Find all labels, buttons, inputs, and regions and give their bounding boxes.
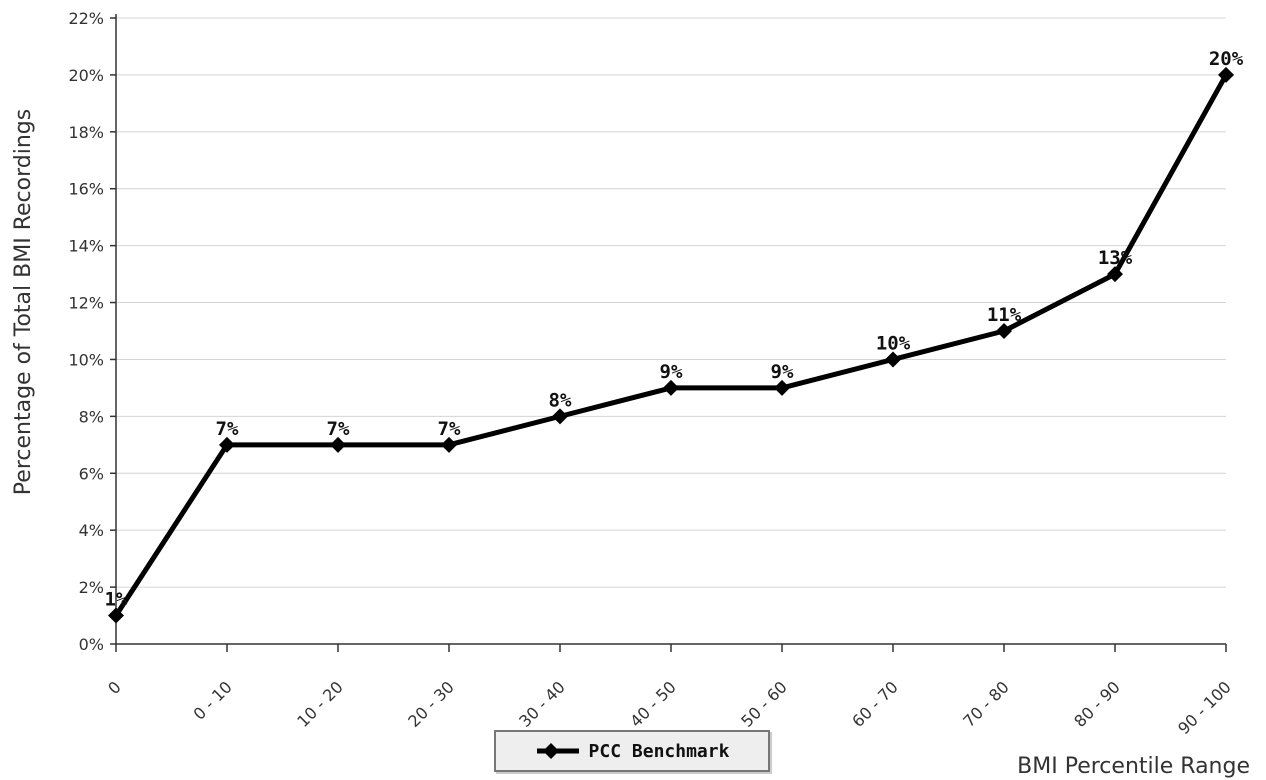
data-label: 7%	[438, 418, 461, 440]
x-tick-label: 10 - 20	[293, 677, 347, 731]
data-point	[330, 436, 346, 453]
x-tick-label: 20 - 30	[404, 677, 458, 731]
legend: PCC Benchmark	[494, 730, 770, 772]
x-tick-label: 90 - 100	[1174, 677, 1235, 738]
y-tick-label: 20%	[68, 66, 104, 85]
y-tick-label: 16%	[68, 180, 104, 199]
y-tick-label: 2%	[79, 578, 104, 597]
data-label: 13%	[1098, 247, 1133, 269]
x-tick-label: 40 - 50	[626, 677, 680, 731]
data-label: 7%	[216, 418, 239, 440]
data-point	[885, 351, 901, 368]
data-label: 20%	[1209, 48, 1244, 70]
data-label: 7%	[327, 418, 350, 440]
x-tick-label: 80 - 90	[1070, 677, 1124, 731]
data-point	[441, 436, 457, 453]
y-tick-label: 0%	[79, 635, 104, 654]
y-tick-label: 6%	[79, 464, 104, 483]
y-tick-label: 18%	[68, 123, 104, 142]
y-tick-label: 4%	[79, 521, 104, 540]
x-tick-label: 70 - 80	[959, 677, 1013, 731]
data-point	[108, 607, 124, 624]
data-point	[774, 379, 790, 396]
x-tick-label: 0 - 10	[190, 677, 236, 723]
y-tick-labels: 0% 2% 4% 6% 8% 10% 12% 14% 16% 18% 20% 22%	[68, 9, 104, 654]
data-point	[663, 379, 679, 396]
data-label: 10%	[876, 332, 911, 354]
data-label: 8%	[549, 389, 572, 411]
data-point	[552, 408, 568, 425]
data-label: 9%	[771, 361, 794, 383]
series-pcc-benchmark	[108, 66, 1234, 624]
data-point	[219, 436, 235, 453]
data-label: 11%	[987, 304, 1022, 326]
x-tick-label: 0	[104, 677, 125, 698]
series-line	[113, 73, 1229, 617]
axes	[110, 14, 1227, 652]
y-tick-label: 14%	[68, 237, 104, 256]
x-tick-label: 60 - 70	[848, 677, 902, 731]
y-tick-label: 12%	[68, 294, 104, 313]
y-tick-label: 22%	[68, 9, 104, 28]
data-point	[1107, 266, 1123, 283]
data-point	[996, 323, 1012, 339]
data-label: 1%	[105, 589, 128, 611]
legend-diamond-icon	[536, 743, 579, 759]
data-labels: 1% 7% 7% 7% 8% 9% 9% 10% 11% 13% 20%	[105, 48, 1244, 611]
x-tick-labels: 0 0 - 10 10 - 20 20 - 30 30 - 40 40 - 50 50 - …	[104, 677, 1235, 738]
data-label: 9%	[660, 361, 683, 383]
gridlines	[116, 17, 1226, 588]
x-tick-label: 30 - 40	[515, 677, 569, 731]
data-point	[1218, 66, 1234, 83]
y-tick-label: 10%	[68, 350, 104, 369]
x-axis-title: BMI Percentile Range	[1017, 754, 1250, 779]
y-tick-label: 8%	[79, 407, 104, 426]
x-tick-label: 50 - 60	[737, 677, 791, 731]
y-axis-title: Percentage of Total BMI Recordings	[11, 109, 36, 495]
legend-label: PCC Benchmark	[588, 740, 730, 762]
